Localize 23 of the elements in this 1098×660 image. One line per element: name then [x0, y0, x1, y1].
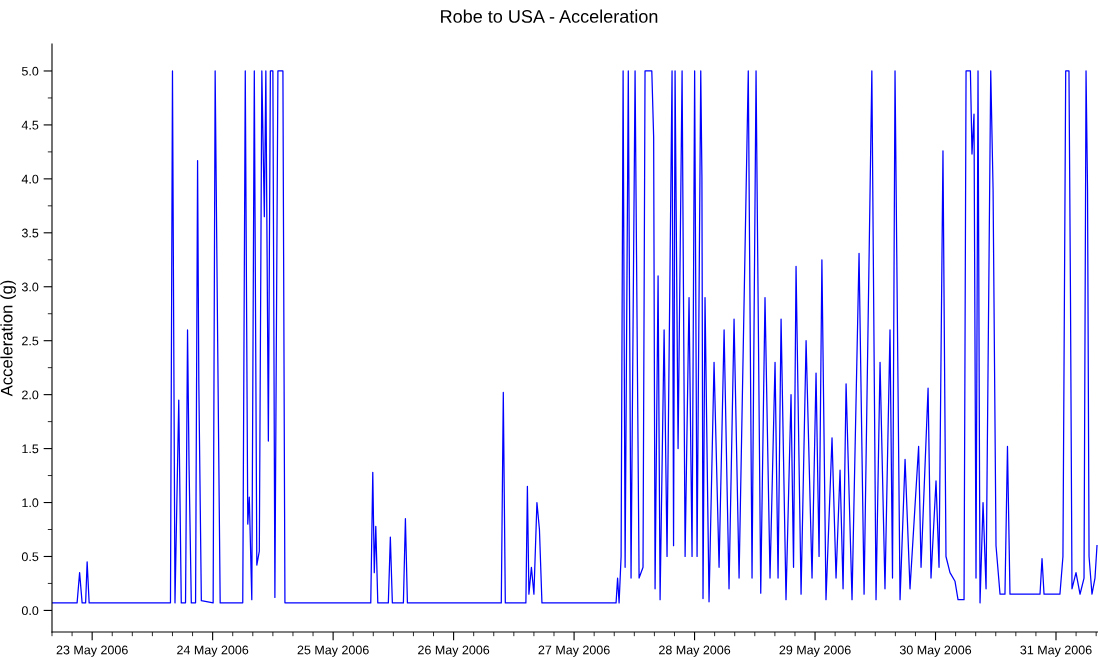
- y-tick-label: 1.0: [22, 498, 39, 508]
- x-tick-label: 23 May 2006: [56, 645, 128, 657]
- x-tick-label: 29 May 2006: [779, 645, 851, 657]
- x-tick-label: 27 May 2006: [538, 645, 610, 657]
- y-tick-label: 1.5: [22, 444, 39, 454]
- y-tick-label: 3.0: [21, 282, 39, 292]
- y-tick-label: 3.5: [21, 228, 39, 238]
- y-tick-label: 4.0: [21, 174, 39, 184]
- x-tick-label: 30 May 2006: [899, 645, 972, 657]
- y-tick-label: 2.0: [22, 390, 39, 400]
- x-tick-label: 31 May 2006: [1020, 645, 1092, 657]
- y-tick-label: 0.0: [21, 606, 39, 616]
- x-tick-label: 25 May 2006: [297, 645, 369, 657]
- line-series: [52, 70, 1098, 604]
- y-tick-label: 0.5: [21, 552, 39, 562]
- y-axis-title: Acceleration (g): [0, 280, 16, 397]
- chart-title: Robe to USA - Acceleration: [441, 9, 658, 23]
- y-tick-label: 2.5: [22, 336, 39, 346]
- y-tick-label: 5.0: [21, 66, 39, 76]
- x-tick-label: 26 May 2006: [418, 645, 490, 657]
- x-tick-label: 28 May 2006: [659, 645, 731, 657]
- y-tick-label: 4.5: [21, 120, 39, 130]
- x-tick-label: 24 May 2006: [177, 645, 249, 657]
